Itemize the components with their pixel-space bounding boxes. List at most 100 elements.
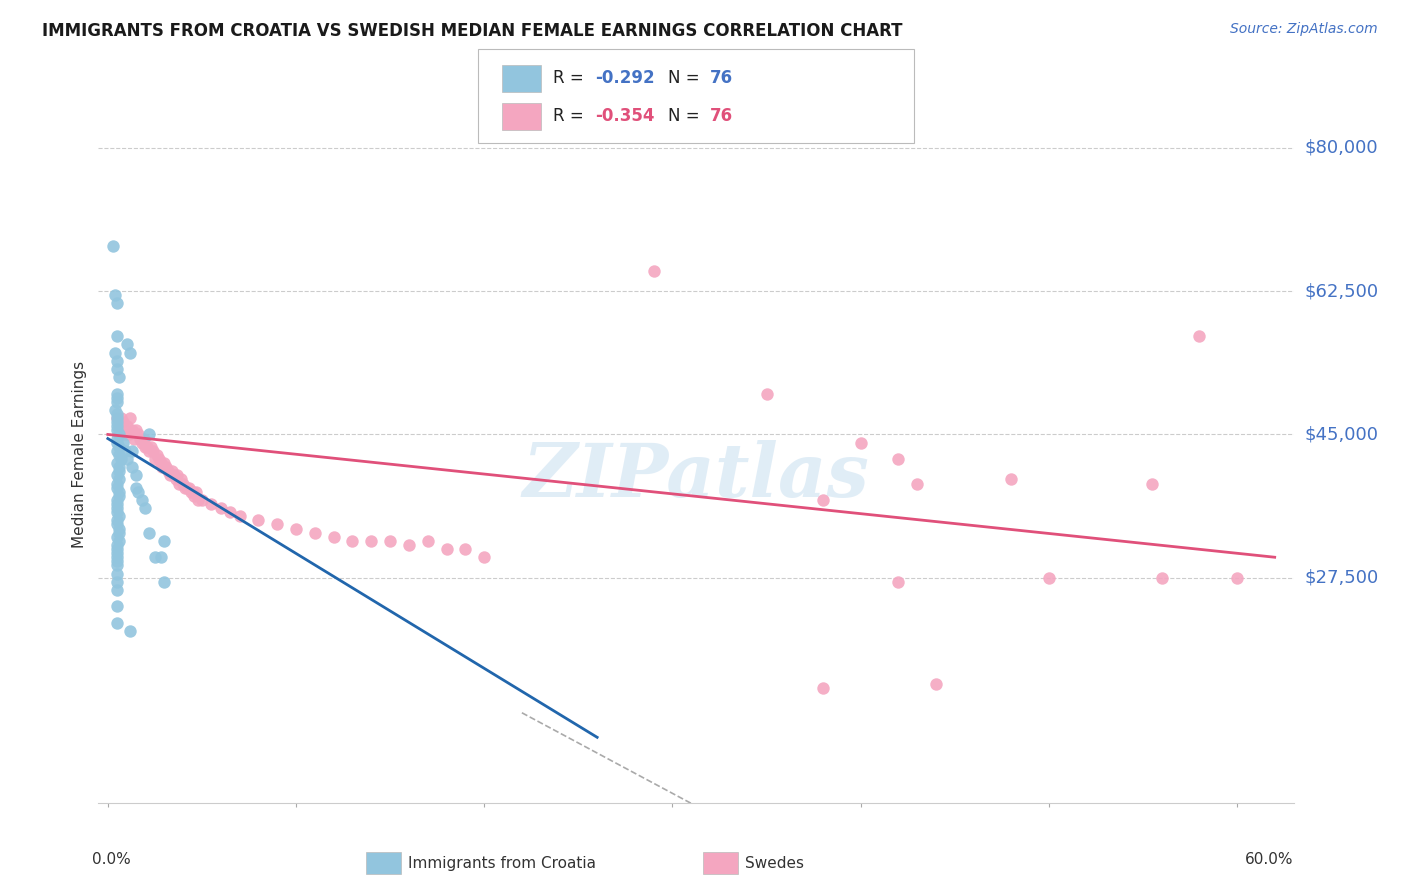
Point	[105, 407, 128, 421]
Text: 76: 76	[710, 107, 733, 126]
Point	[219, 505, 242, 519]
Point	[125, 468, 148, 483]
Point	[134, 440, 156, 454]
Point	[304, 525, 326, 540]
Point	[145, 448, 167, 462]
Point	[153, 456, 176, 470]
Point	[398, 538, 420, 552]
Point	[103, 239, 125, 253]
Text: $62,500: $62,500	[1305, 282, 1379, 301]
Point	[105, 443, 128, 458]
Point	[115, 452, 138, 467]
Point	[108, 419, 131, 434]
Point	[322, 530, 344, 544]
Point	[177, 481, 200, 495]
Point	[105, 411, 128, 425]
Point	[105, 353, 128, 368]
Text: 60.0%: 60.0%	[1246, 852, 1294, 866]
Point	[108, 525, 131, 540]
Point	[148, 452, 170, 467]
Point	[125, 423, 148, 437]
Point	[108, 522, 131, 536]
Point	[104, 403, 127, 417]
Point	[120, 624, 142, 638]
Text: -0.292: -0.292	[595, 70, 654, 87]
Point	[104, 288, 127, 302]
Point	[905, 476, 928, 491]
Point	[105, 497, 128, 511]
Point	[149, 550, 172, 565]
Point	[111, 435, 134, 450]
Text: $45,000: $45,000	[1305, 425, 1379, 443]
Text: $27,500: $27,500	[1305, 569, 1379, 587]
Point	[134, 501, 156, 516]
Point	[285, 522, 308, 536]
Point	[1142, 476, 1164, 491]
Point	[157, 464, 180, 478]
Point	[139, 440, 162, 454]
Point	[152, 460, 174, 475]
Point	[143, 452, 166, 467]
Point	[165, 473, 187, 487]
Point	[121, 443, 143, 458]
Point	[105, 492, 128, 507]
Point	[186, 484, 208, 499]
Point	[887, 452, 910, 467]
Point	[105, 329, 128, 343]
Point	[925, 677, 948, 691]
Point	[266, 517, 288, 532]
Point	[105, 296, 128, 310]
Point	[155, 460, 177, 475]
Point	[138, 525, 160, 540]
Point	[105, 481, 128, 495]
Text: Swedes: Swedes	[745, 856, 804, 871]
Point	[887, 574, 910, 589]
Text: ZIPatlas: ZIPatlas	[523, 440, 869, 512]
Point	[128, 432, 150, 446]
Point	[1188, 329, 1211, 343]
Point	[127, 484, 149, 499]
Point	[105, 435, 128, 450]
Point	[108, 370, 131, 384]
Point	[180, 484, 202, 499]
Point	[108, 440, 131, 454]
Point	[105, 411, 128, 425]
Point	[143, 550, 166, 565]
Point	[360, 533, 382, 548]
Point	[108, 448, 131, 462]
Text: $80,000: $80,000	[1305, 139, 1378, 157]
Point	[160, 464, 183, 478]
Point	[342, 533, 364, 548]
Point	[149, 456, 172, 470]
Text: R =: R =	[553, 107, 589, 126]
Point	[115, 337, 138, 351]
Point	[105, 386, 128, 401]
Point	[183, 489, 205, 503]
Point	[105, 513, 128, 527]
Point	[108, 489, 131, 503]
Point	[209, 501, 232, 516]
Point	[247, 513, 270, 527]
Point	[105, 423, 128, 437]
Point	[1038, 571, 1060, 585]
Point	[105, 615, 128, 630]
Point	[105, 391, 128, 405]
Point	[472, 550, 495, 565]
Point	[105, 517, 128, 532]
Point	[170, 473, 193, 487]
Point	[228, 509, 250, 524]
Point	[121, 460, 143, 475]
Point	[121, 423, 143, 437]
Text: N =: N =	[668, 70, 704, 87]
Point	[169, 476, 191, 491]
Point	[132, 432, 155, 446]
Point	[110, 411, 132, 425]
Point	[454, 542, 477, 557]
Point	[105, 476, 128, 491]
Point	[105, 554, 128, 568]
Text: Immigrants from Croatia: Immigrants from Croatia	[408, 856, 596, 871]
Point	[105, 415, 128, 429]
Point	[131, 492, 153, 507]
Point	[108, 427, 131, 442]
Point	[105, 456, 128, 470]
